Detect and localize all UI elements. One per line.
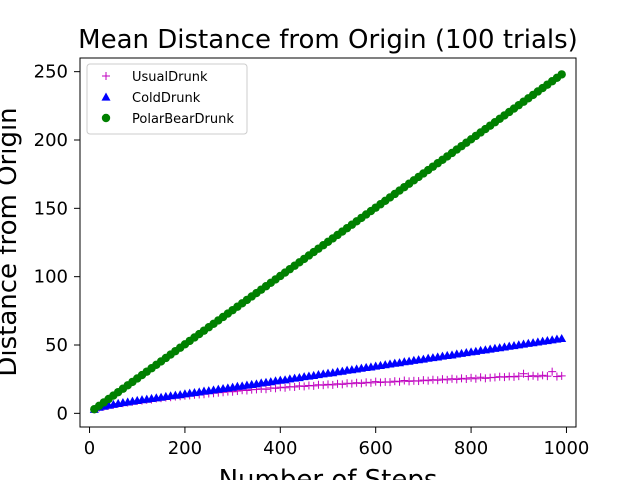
legend-label: ColdDrunk (132, 91, 201, 106)
data-point (328, 380, 337, 389)
data-point (309, 381, 318, 390)
data-point (519, 369, 528, 378)
data-point (490, 373, 499, 382)
data-point (552, 372, 561, 381)
x-tick-label: 0 (84, 438, 95, 459)
data-point (262, 385, 270, 394)
y-tick-label: 250 (34, 62, 68, 83)
data-point (524, 372, 533, 381)
legend-marker (102, 72, 110, 80)
data-point (390, 377, 399, 386)
data-point (295, 381, 304, 390)
y-axis-label: Distance from Origin (0, 107, 23, 376)
data-point (290, 382, 299, 391)
data-point (357, 379, 366, 388)
series-PolarBearDrunk (90, 70, 566, 414)
data-point (366, 378, 375, 387)
data-point (538, 371, 547, 380)
data-point (510, 372, 518, 381)
plot-frame (79, 57, 577, 428)
data-point (529, 371, 538, 380)
legend-label: UsualDrunk (132, 70, 208, 85)
data-point (557, 371, 566, 380)
data-point (428, 375, 437, 384)
legend-marker (101, 113, 111, 123)
data-point (433, 376, 442, 385)
x-axis: 0 200 400 600 800 1000 (84, 427, 590, 459)
series-ColdDrunk (89, 333, 567, 413)
data-point (471, 374, 480, 383)
data-marks (89, 70, 567, 414)
data-point (419, 376, 428, 385)
plot-area (79, 57, 577, 428)
data-point (324, 380, 332, 389)
chart-title: Mean Distance from Origin (100 trials) (78, 25, 578, 55)
data-point (400, 376, 409, 385)
data-point (548, 367, 557, 376)
y-tick-label: 150 (34, 198, 68, 219)
data-point (281, 383, 290, 392)
x-tick-label: 600 (359, 438, 393, 459)
data-point (476, 373, 485, 382)
data-point (557, 70, 566, 79)
data-point (271, 384, 280, 393)
data-point (448, 374, 456, 383)
legend-box (86, 63, 248, 135)
y-tick-label: 0 (57, 403, 68, 424)
y-tick-label: 50 (45, 335, 68, 356)
data-point (457, 374, 466, 383)
y-axis: 0 50 100 150 200 250 (34, 62, 80, 424)
data-point (371, 377, 380, 386)
data-point (395, 377, 404, 386)
data-point (543, 372, 552, 381)
x-tick-label: 800 (454, 438, 488, 459)
legend-label: PolarBearDrunk (132, 112, 234, 127)
legend-marker (101, 92, 111, 101)
data-point (333, 379, 342, 388)
x-tick-label: 1000 (544, 438, 590, 459)
data-point (443, 375, 452, 384)
data-point (514, 372, 523, 381)
data-point (414, 377, 423, 386)
data-point (338, 380, 347, 389)
data-point (386, 378, 394, 387)
data-point (352, 378, 361, 387)
data-point (467, 373, 476, 382)
data-point (376, 378, 385, 387)
x-tick-label: 200 (168, 438, 202, 459)
data-point (557, 333, 567, 343)
data-point (452, 375, 461, 384)
data-point (438, 375, 447, 384)
data-point (462, 375, 471, 384)
y-tick-label: 100 (34, 267, 68, 288)
data-point (300, 382, 309, 391)
y-tick-label: 200 (34, 130, 68, 151)
data-point (362, 378, 371, 387)
data-point (424, 376, 433, 385)
data-point (500, 373, 509, 382)
data-point (319, 381, 328, 390)
x-axis-label: Number of Steps (219, 465, 438, 480)
data-point (276, 383, 285, 392)
x-tick-label: 400 (263, 438, 297, 459)
data-point (533, 372, 542, 381)
data-point (405, 377, 414, 386)
data-point (347, 379, 356, 388)
legend: UsualDrunk ColdDrunk PolarBearDrunk (86, 63, 248, 135)
data-point (481, 374, 490, 383)
